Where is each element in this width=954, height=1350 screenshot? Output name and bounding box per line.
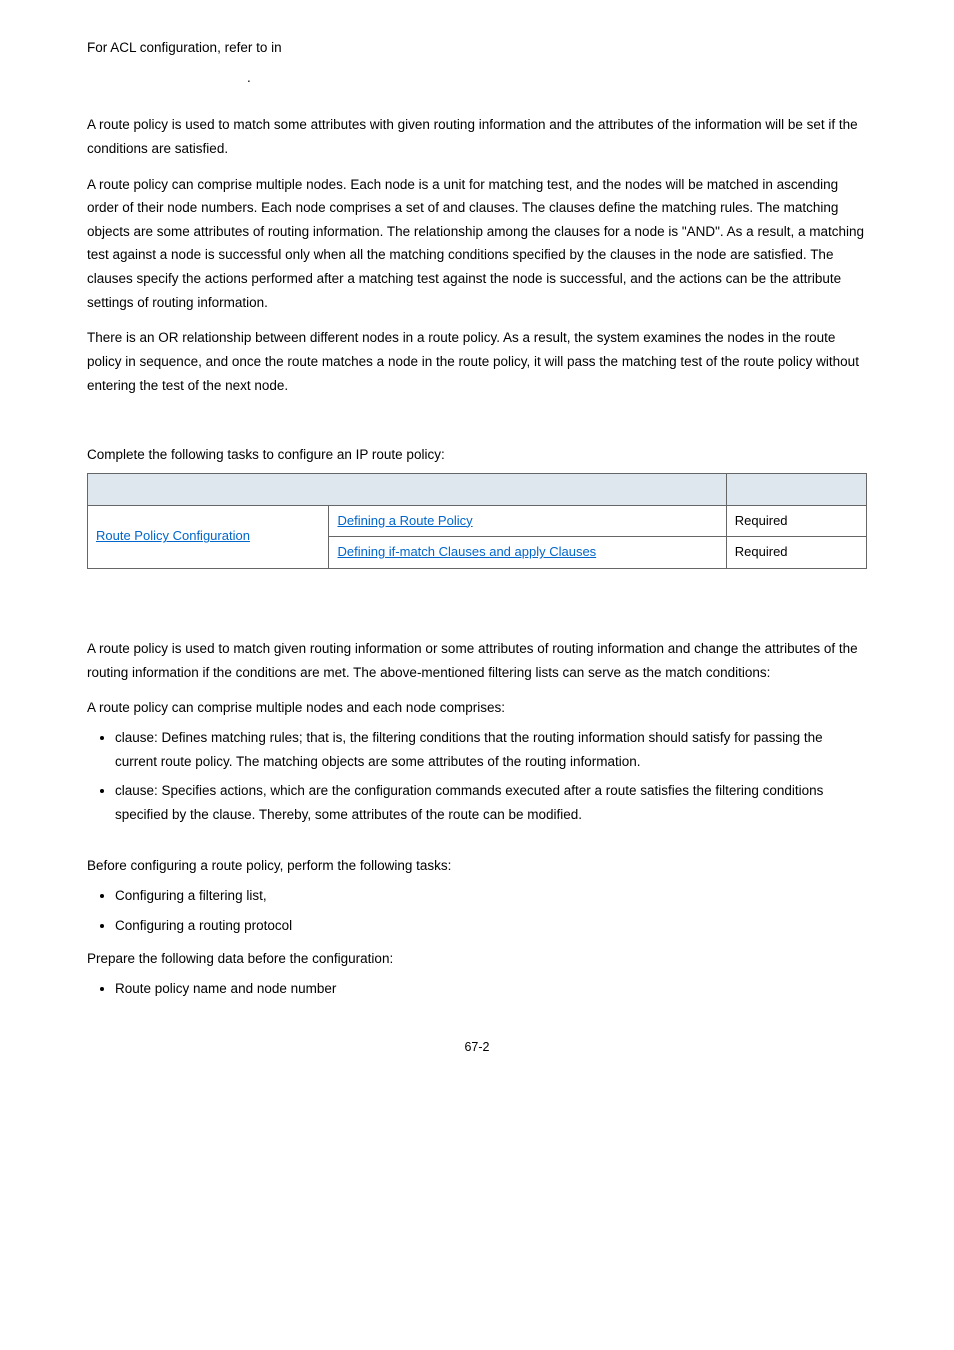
list-item: Configuring a filtering list, — [115, 884, 867, 908]
table-header-status — [726, 473, 866, 505]
acl-prefix: For ACL configuration, refer to — [87, 40, 271, 55]
status-cell: Required — [726, 505, 866, 537]
table-header-task — [88, 473, 727, 505]
rp-desc-p2: A route policy can comprise multiple nod… — [87, 173, 867, 315]
list-item: clause: Specifies actions, which are the… — [115, 779, 867, 826]
config-tasks-table: Route Policy Configuration Defining a Ro… — [87, 473, 867, 569]
defining-route-policy-link[interactable]: Defining a Route Policy — [337, 513, 472, 528]
before-p1: Before configuring a route policy, perfo… — [87, 854, 867, 878]
rp-p2-b: and — [443, 200, 469, 215]
defining-if-match-link[interactable]: Defining if-match Clauses and apply Clau… — [337, 544, 596, 559]
before-p2: Prepare the following data before the co… — [87, 947, 867, 971]
prepare-data-list: Route policy name and node number — [87, 977, 867, 1001]
list-item: Configuring a routing protocol — [115, 914, 867, 938]
table-caption: Complete the following tasks to configur… — [87, 443, 867, 467]
apply-clause-desc-b: clause. Thereby, some attributes of the … — [213, 807, 582, 822]
rp-desc-p3: There is an OR relationship between diff… — [87, 326, 867, 397]
rp-p2-g: clauses specify the actions performed af… — [87, 271, 841, 310]
acl-suffix-line: . — [87, 66, 867, 90]
page-container: For ACL configuration, refer to in . A r… — [67, 0, 887, 1098]
list-item: clause: Defines matching rules; that is,… — [115, 726, 867, 773]
rp-desc-p1: A route policy is used to match some att… — [87, 113, 867, 160]
if-match-clause-desc: clause: Defines matching rules; that is,… — [115, 730, 823, 769]
page-number: 67-2 — [87, 1037, 867, 1059]
table-row: Route Policy Configuration Defining a Ro… — [88, 505, 867, 537]
clause-list: clause: Defines matching rules; that is,… — [87, 726, 867, 827]
status-cell: Required — [726, 537, 866, 569]
list-item: Route policy name and node number — [115, 977, 867, 1001]
route-policy-config-link[interactable]: Route Policy Configuration — [96, 528, 250, 543]
task-cell: Defining a Route Policy — [329, 505, 726, 537]
before-tasks-list: Configuring a filtering list, Configurin… — [87, 884, 867, 937]
acl-reference-line: For ACL configuration, refer to in — [87, 36, 867, 60]
table-header-row — [88, 473, 867, 505]
rp-p2-c: clauses. The — [469, 200, 549, 215]
acl-mid: in — [271, 40, 282, 55]
acl-suffix: . — [247, 70, 251, 85]
route-policy-config-cell: Route Policy Configuration — [88, 505, 329, 569]
task-cell: Defining if-match Clauses and apply Clau… — [329, 537, 726, 569]
rp-config-p1: A route policy is used to match given ro… — [87, 637, 867, 684]
rp-config-p2: A route policy can comprise multiple nod… — [87, 696, 867, 720]
rp-p2-f: clauses in the node are satisfied. The — [610, 247, 833, 262]
